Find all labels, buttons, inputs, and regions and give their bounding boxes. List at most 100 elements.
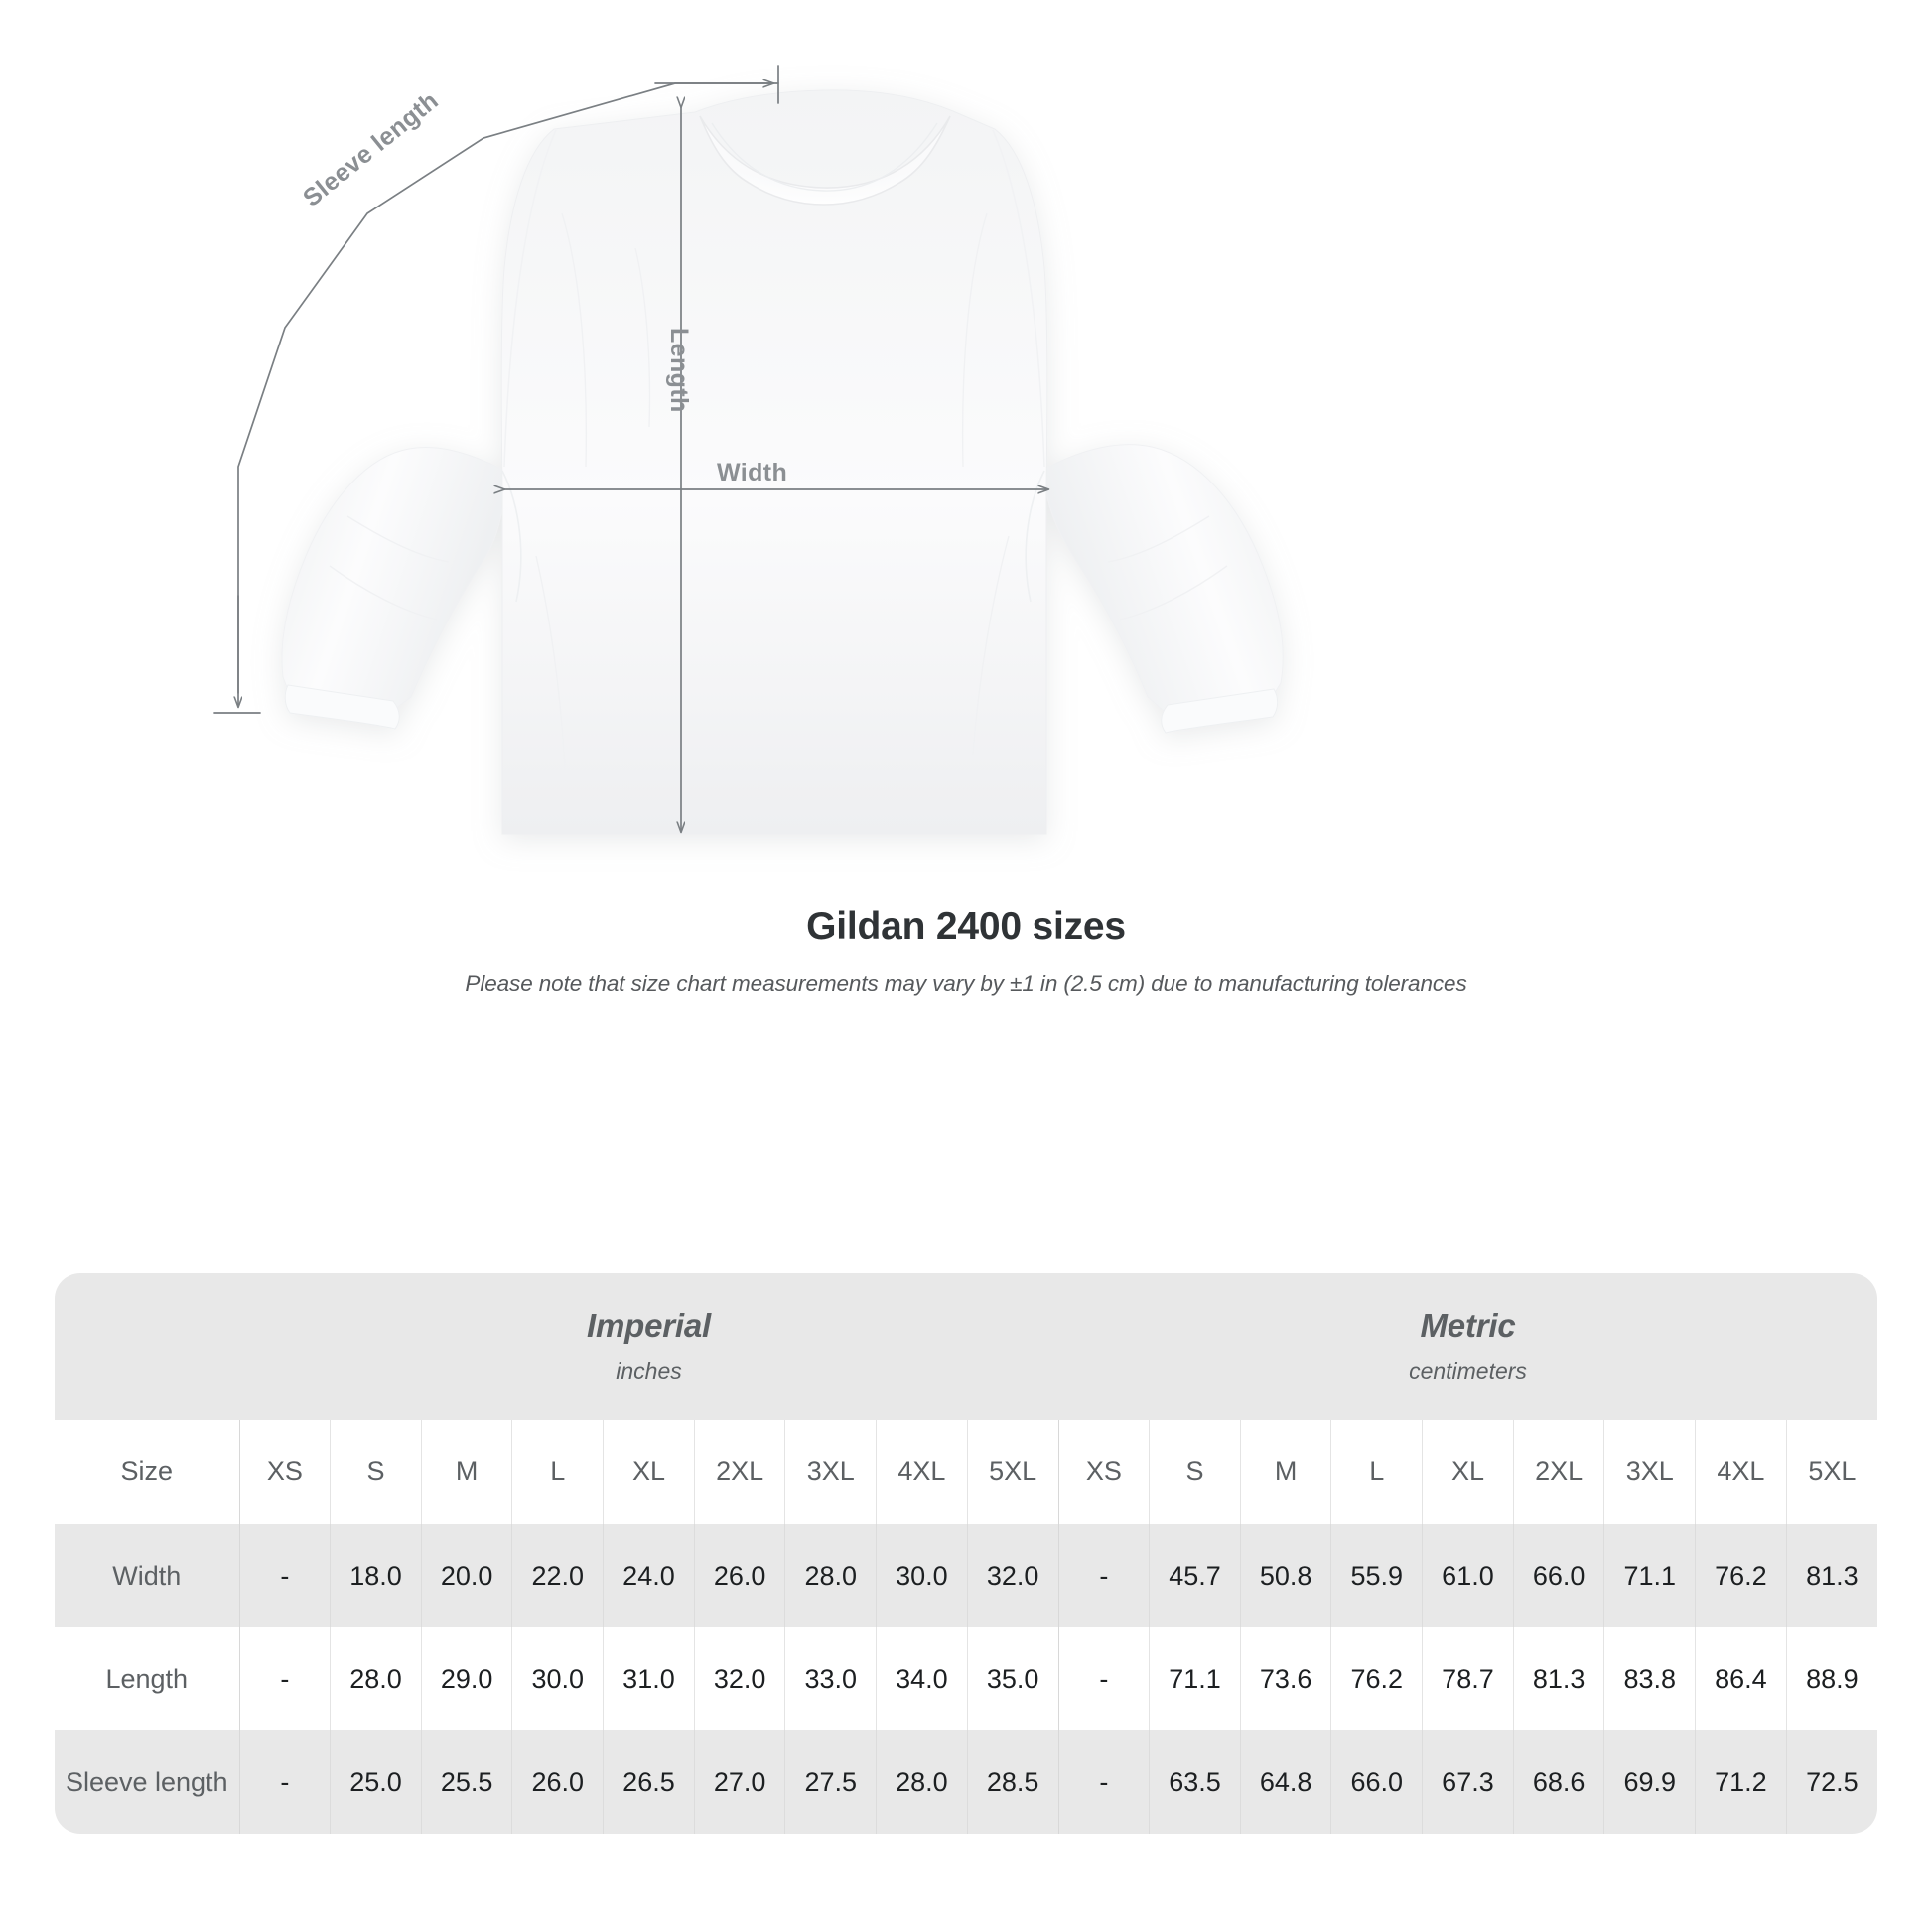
cell-sleeve-imperial-m: 25.5 — [420, 1730, 512, 1834]
cell-length-metric-xl: 78.7 — [1422, 1627, 1514, 1730]
cell-length-imperial-2xl: 32.0 — [693, 1627, 785, 1730]
size-header-metric-xl: XL — [1422, 1420, 1514, 1524]
left-armhole — [501, 470, 522, 603]
size-header-imperial-xs: XS — [238, 1420, 331, 1524]
cell-width-imperial-4xl: 30.0 — [876, 1524, 968, 1627]
cell-sleeve-metric-l: 66.0 — [1330, 1730, 1423, 1834]
size-header-metric-2xl: 2XL — [1512, 1420, 1604, 1524]
cell-sleeve-metric-3xl: 69.9 — [1603, 1730, 1696, 1834]
cell-width-imperial-m: 20.0 — [420, 1524, 512, 1627]
unit-name-metric: Metric — [1420, 1308, 1516, 1344]
cell-length-metric-3xl: 83.8 — [1603, 1627, 1696, 1730]
row-label-length: Length — [55, 1627, 239, 1730]
cell-length-metric-2xl: 81.3 — [1512, 1627, 1604, 1730]
cell-sleeve-imperial-5xl: 28.5 — [966, 1730, 1058, 1834]
cell-width-metric-xl: 61.0 — [1422, 1524, 1514, 1627]
cell-length-metric-l: 76.2 — [1330, 1627, 1423, 1730]
size-header-imperial-m: M — [420, 1420, 512, 1524]
cell-length-metric-4xl: 86.4 — [1695, 1627, 1787, 1730]
unit-section-imperial: Imperial inches — [239, 1273, 1058, 1420]
page-title: Gildan 2400 sizes — [806, 905, 1126, 948]
cell-length-imperial-xs: - — [238, 1627, 331, 1730]
cell-length-metric-5xl: 88.9 — [1785, 1627, 1877, 1730]
cell-width-imperial-2xl: 26.0 — [693, 1524, 785, 1627]
cell-sleeve-imperial-s: 25.0 — [330, 1730, 422, 1834]
size-chart-table: Imperial inches Metric centimeters Size … — [55, 1273, 1877, 1834]
unit-sub-metric: centimeters — [1409, 1358, 1527, 1384]
size-header-imperial-2xl: 2XL — [693, 1420, 785, 1524]
cell-width-metric-5xl: 81.3 — [1785, 1524, 1877, 1627]
cell-width-imperial-l: 22.0 — [511, 1524, 604, 1627]
title-block: Gildan 2400 sizes Please note that size … — [0, 905, 1932, 997]
cell-width-imperial-3xl: 28.0 — [784, 1524, 877, 1627]
table-row: Width - 18.0 20.0 22.0 24.0 26.0 28.0 30… — [55, 1524, 1877, 1627]
table-row: Sleeve length - 25.0 25.5 26.0 26.5 27.0… — [55, 1730, 1877, 1834]
cell-sleeve-imperial-xl: 26.5 — [603, 1730, 695, 1834]
cell-length-metric-xs: - — [1057, 1627, 1150, 1730]
garment-illustration: Sleeve length Length Width — [0, 0, 1932, 898]
size-header-metric-m: M — [1239, 1420, 1331, 1524]
cell-length-imperial-l: 30.0 — [511, 1627, 604, 1730]
size-table-container: Imperial inches Metric centimeters Size … — [55, 1273, 1877, 1834]
left-sleeve — [281, 447, 504, 710]
cell-sleeve-imperial-2xl: 27.0 — [693, 1730, 785, 1834]
size-header-label: Size — [55, 1420, 239, 1524]
cell-sleeve-metric-5xl: 72.5 — [1785, 1730, 1877, 1834]
collar-inner — [711, 122, 938, 192]
cell-length-metric-m: 73.6 — [1239, 1627, 1331, 1730]
collar — [699, 115, 951, 206]
right-sleeve — [1044, 444, 1284, 712]
garment-diagram-svg — [213, 65, 1284, 835]
cell-length-imperial-3xl: 33.0 — [784, 1627, 877, 1730]
measurement-guides — [213, 65, 1048, 832]
size-header-metric-5xl: 5XL — [1785, 1420, 1877, 1524]
cell-sleeve-imperial-xs: - — [238, 1730, 331, 1834]
cell-sleeve-metric-s: 63.5 — [1149, 1730, 1241, 1834]
size-header-metric-4xl: 4XL — [1695, 1420, 1787, 1524]
size-header-imperial-xl: XL — [603, 1420, 695, 1524]
size-header-imperial-3xl: 3XL — [784, 1420, 877, 1524]
size-header-metric-3xl: 3XL — [1603, 1420, 1696, 1524]
cell-width-imperial-5xl: 32.0 — [966, 1524, 1058, 1627]
row-label-sleeve-length: Sleeve length — [55, 1730, 239, 1834]
size-header-metric-l: L — [1330, 1420, 1423, 1524]
size-header-imperial-4xl: 4XL — [876, 1420, 968, 1524]
size-header-imperial-5xl: 5XL — [966, 1420, 1058, 1524]
cell-width-imperial-xl: 24.0 — [603, 1524, 695, 1627]
cell-width-metric-3xl: 71.1 — [1603, 1524, 1696, 1627]
cell-length-imperial-5xl: 35.0 — [966, 1627, 1058, 1730]
garment-shape — [281, 89, 1284, 835]
cell-width-imperial-s: 18.0 — [330, 1524, 422, 1627]
cell-length-imperial-xl: 31.0 — [603, 1627, 695, 1730]
cell-width-metric-m: 50.8 — [1239, 1524, 1331, 1627]
size-header-imperial-s: S — [330, 1420, 422, 1524]
unit-name-imperial: Imperial — [587, 1308, 711, 1344]
size-header-imperial-l: L — [511, 1420, 604, 1524]
cell-length-imperial-4xl: 34.0 — [876, 1627, 968, 1730]
length-label: Length — [665, 328, 693, 413]
row-label-width: Width — [55, 1524, 239, 1627]
size-header-metric-s: S — [1149, 1420, 1241, 1524]
left-shoulder-seam — [503, 129, 557, 468]
left-cuff — [284, 684, 400, 730]
cell-sleeve-metric-2xl: 68.6 — [1512, 1730, 1604, 1834]
cell-sleeve-metric-4xl: 71.2 — [1695, 1730, 1787, 1834]
cell-length-metric-s: 71.1 — [1149, 1627, 1241, 1730]
cell-width-metric-l: 55.9 — [1330, 1524, 1423, 1627]
cell-width-metric-4xl: 76.2 — [1695, 1524, 1787, 1627]
right-shoulder-seam — [992, 129, 1045, 468]
cell-sleeve-imperial-4xl: 28.0 — [876, 1730, 968, 1834]
cell-sleeve-imperial-l: 26.0 — [511, 1730, 604, 1834]
cell-sleeve-metric-xl: 67.3 — [1422, 1730, 1514, 1834]
size-header-row: Size XS S M L XL 2XL 3XL 4XL 5XL XS S M … — [55, 1420, 1877, 1524]
cell-width-metric-s: 45.7 — [1149, 1524, 1241, 1627]
cell-sleeve-metric-m: 64.8 — [1239, 1730, 1331, 1834]
unit-header-row: Imperial inches Metric centimeters — [55, 1273, 1877, 1420]
cell-sleeve-imperial-3xl: 27.5 — [784, 1730, 877, 1834]
unit-sub-imperial: inches — [616, 1358, 682, 1384]
right-armhole — [1025, 470, 1045, 603]
size-header-metric-xs: XS — [1057, 1420, 1150, 1524]
torso — [500, 89, 1048, 835]
width-label: Width — [717, 459, 788, 486]
unit-blank-cell — [55, 1273, 239, 1420]
